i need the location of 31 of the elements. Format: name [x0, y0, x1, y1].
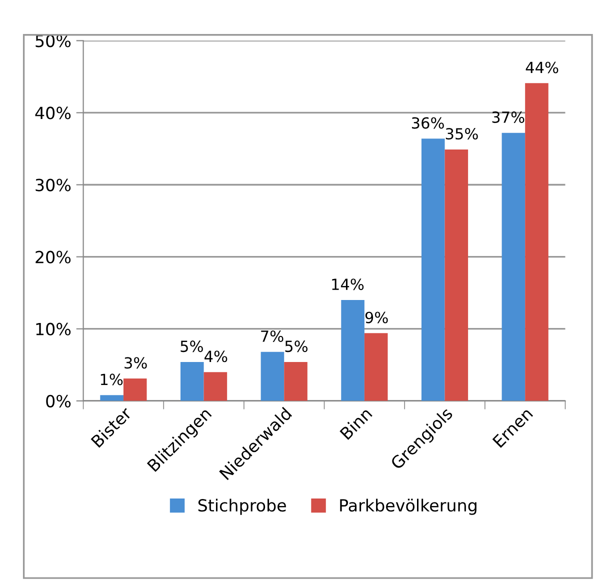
- y-tick-label: 0%: [46, 394, 71, 408]
- bar: [525, 83, 548, 401]
- bar: [444, 149, 468, 401]
- bar: [204, 372, 228, 401]
- bar: [284, 362, 308, 401]
- data-label: 35%: [446, 128, 478, 140]
- bar: [502, 132, 526, 401]
- bar: [364, 333, 388, 401]
- y-tick-label: 40%: [35, 106, 71, 120]
- bar: [123, 378, 147, 401]
- data-label: 37%: [492, 111, 524, 123]
- y-tick-label: 30%: [36, 178, 71, 192]
- data-label: 9%: [365, 312, 388, 324]
- bar: [341, 300, 364, 401]
- bar: [180, 362, 204, 401]
- data-label: 36%: [412, 117, 444, 129]
- data-label: 3%: [124, 357, 147, 369]
- data-label: 4%: [204, 350, 228, 362]
- data-label: 44%: [526, 62, 558, 74]
- data-label: 5%: [180, 340, 203, 352]
- data-label: 5%: [285, 340, 308, 352]
- bar: [421, 138, 445, 401]
- data-label: 14%: [332, 278, 364, 290]
- y-tick-label: 10%: [36, 322, 71, 336]
- y-tick-label: 20%: [36, 250, 71, 264]
- legend-label: Parkbevölkerung: [340, 498, 476, 515]
- bar: [100, 395, 124, 401]
- legend-label: Stichprobe: [198, 498, 286, 515]
- data-label: 7%: [261, 330, 284, 342]
- data-label: 1%: [100, 374, 123, 386]
- bar: [260, 352, 284, 401]
